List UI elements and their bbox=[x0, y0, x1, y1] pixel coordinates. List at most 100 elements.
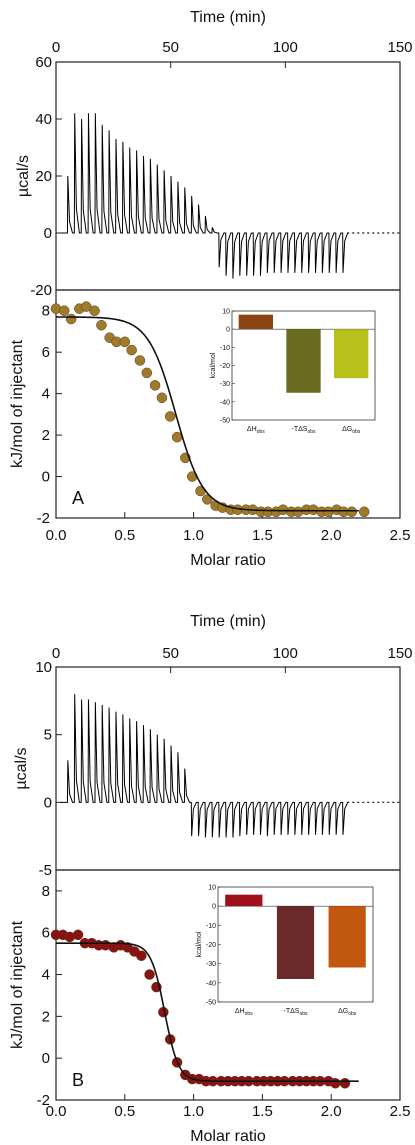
inset-y-tick-label: -30 bbox=[220, 381, 230, 388]
inset-bar bbox=[238, 314, 273, 330]
molar-ratio-tick-label: 2.0 bbox=[321, 1103, 342, 1120]
molar-ratio-tick-label: 0.5 bbox=[114, 527, 135, 544]
thermogram-y-tick-label: 0 bbox=[44, 225, 52, 242]
thermogram-y-axis-label: µcal/s bbox=[13, 747, 30, 789]
binding-data-point bbox=[119, 336, 131, 348]
inset-category-subscript: obs bbox=[257, 429, 266, 435]
time-axis-label: Time (min) bbox=[190, 613, 266, 630]
inset-bar bbox=[334, 329, 369, 379]
binding-y-tick-label: 8 bbox=[42, 303, 50, 320]
binding-data-point bbox=[346, 506, 358, 518]
thermogram-y-tick-label: 40 bbox=[35, 111, 52, 128]
time-tick-label: 150 bbox=[387, 645, 412, 662]
binding-fit-curve bbox=[56, 942, 359, 1082]
molar-ratio-tick-label: 1.0 bbox=[183, 1103, 204, 1120]
molar-ratio-tick-label: 2.0 bbox=[321, 527, 342, 544]
binding-data-point bbox=[136, 950, 147, 961]
binding-data-point bbox=[96, 319, 107, 331]
time-axis-label: Time (min) bbox=[190, 9, 266, 26]
inset-category-label: ΔGobs bbox=[342, 426, 361, 435]
inset-y-tick-label: 0 bbox=[226, 327, 230, 334]
inset-category-label: ΔHobs bbox=[235, 1008, 253, 1017]
inset-category-subscript: obs bbox=[299, 1011, 308, 1017]
panel-letter: B bbox=[72, 1070, 84, 1090]
binding-y-tick-label: -2 bbox=[37, 510, 50, 527]
inset-category-subscript: obs bbox=[352, 429, 361, 435]
inset-bar bbox=[328, 906, 366, 968]
binding-data-point bbox=[171, 431, 183, 443]
binding-data-point bbox=[126, 344, 137, 356]
binding-data-point bbox=[330, 1078, 341, 1089]
thermogram-y-tick-label: 5 bbox=[44, 727, 52, 744]
thermogram-trace bbox=[60, 113, 349, 279]
inset-category-subscript: obs bbox=[348, 1011, 357, 1017]
inset-bar bbox=[225, 894, 263, 907]
inset-category-label: -TΔSobs bbox=[283, 1008, 308, 1017]
binding-frame-a bbox=[55, 289, 401, 519]
molar-ratio-tick-label: 0.0 bbox=[46, 1103, 67, 1120]
panel-letter: A bbox=[72, 488, 84, 508]
thermogram-trace bbox=[60, 694, 349, 838]
thermogram-y-tick-label: 0 bbox=[44, 794, 52, 811]
binding-data-point bbox=[59, 305, 70, 316]
inset-y-tick-label: -40 bbox=[206, 980, 216, 987]
molar-ratio-axis-label: Molar ratio bbox=[190, 552, 266, 569]
binding-data-point bbox=[89, 305, 100, 316]
time-tick-label: 100 bbox=[273, 39, 298, 56]
inset-y-tick-label: -20 bbox=[206, 942, 216, 949]
binding-y-tick-label: 0 bbox=[42, 469, 50, 486]
inset-category-subscript: obs bbox=[307, 429, 316, 435]
inset-y-tick-label: -10 bbox=[220, 345, 230, 352]
thermogram-y-tick-label: 10 bbox=[35, 659, 52, 676]
inset-y-axis-label: kcal/mol bbox=[210, 352, 217, 378]
thermogram-y-axis-label: µcal/s bbox=[15, 155, 32, 197]
inset-category-label: -TΔSobs bbox=[291, 426, 316, 435]
inset-y-tick-label: -20 bbox=[220, 363, 230, 370]
binding-data-point bbox=[81, 301, 92, 312]
molar-ratio-tick-label: 2.5 bbox=[390, 527, 411, 544]
binding-y-tick-label: 2 bbox=[42, 1008, 50, 1025]
binding-y-tick-label: 2 bbox=[42, 427, 50, 444]
molar-ratio-tick-label: 1.0 bbox=[183, 527, 204, 544]
inset-y-tick-label: -10 bbox=[206, 923, 216, 930]
binding-data-point bbox=[72, 929, 84, 941]
thermogram-y-tick-label: -20 bbox=[30, 282, 52, 299]
inset-y-tick-label: -30 bbox=[206, 961, 216, 968]
binding-data-point bbox=[156, 392, 168, 404]
binding-data-point bbox=[141, 367, 153, 379]
binding-data-point bbox=[149, 380, 161, 391]
inset-y-tick-label: -40 bbox=[220, 399, 230, 406]
inset-y-tick-label: 0 bbox=[212, 904, 216, 911]
binding-y-tick-label: 0 bbox=[42, 1050, 50, 1067]
binding-y-tick-label: 8 bbox=[42, 883, 50, 900]
molar-ratio-tick-label: 0.5 bbox=[114, 1103, 135, 1120]
binding-data-point bbox=[164, 411, 176, 422]
thermogram-y-tick-label: 20 bbox=[35, 168, 52, 185]
thermogram-frame-a bbox=[55, 61, 401, 291]
inset-y-tick-label: -50 bbox=[220, 418, 230, 425]
time-tick-label: 50 bbox=[162, 39, 179, 56]
inset-y-tick-label: 10 bbox=[222, 309, 230, 316]
binding-data-point bbox=[134, 355, 146, 366]
thermogram-frame-b bbox=[55, 666, 401, 871]
time-tick-label: 50 bbox=[162, 645, 179, 662]
molar-ratio-tick-label: 1.5 bbox=[252, 1103, 273, 1120]
inset-y-tick-label: -50 bbox=[206, 1000, 216, 1007]
binding-data-point bbox=[144, 969, 155, 980]
thermogram-y-tick-label: 60 bbox=[35, 54, 52, 71]
binding-data-point bbox=[65, 313, 77, 325]
inset-y-axis-label: kcal/mol bbox=[196, 931, 203, 957]
molar-ratio-axis-label: Molar ratio bbox=[190, 1128, 266, 1145]
time-tick-label: 150 bbox=[387, 39, 412, 56]
binding-y-tick-label: 4 bbox=[42, 967, 50, 984]
thermogram-y-tick-label: -5 bbox=[39, 862, 52, 879]
binding-y-tick-label: 4 bbox=[42, 386, 50, 403]
binding-y-axis-label: kJ/mol of injectant bbox=[9, 339, 26, 468]
inset-y-tick-label: 10 bbox=[208, 885, 216, 892]
inset-category-label: ΔHobs bbox=[247, 426, 265, 435]
inset-bar bbox=[286, 329, 321, 393]
molar-ratio-tick-label: 0.0 bbox=[46, 527, 67, 544]
time-tick-label: 100 bbox=[273, 645, 298, 662]
binding-y-axis-label: kJ/mol of injectant bbox=[9, 920, 26, 1049]
